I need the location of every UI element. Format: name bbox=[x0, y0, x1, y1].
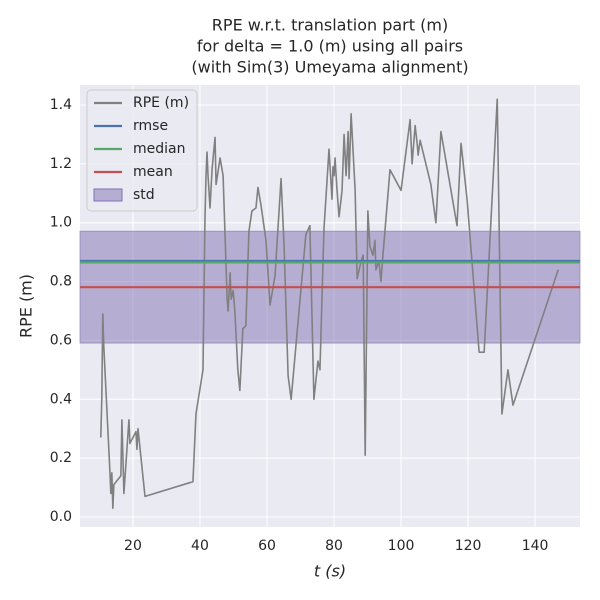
title-line: (with Sim(3) Umeyama alignment) bbox=[191, 58, 468, 77]
y-tick-label: 0.0 bbox=[50, 509, 72, 525]
rpe-line bbox=[99, 98, 559, 509]
x-tick-label: 40 bbox=[191, 538, 209, 554]
title-line: RPE w.r.t. translation part (m) bbox=[212, 16, 448, 35]
x-tick-label: 120 bbox=[455, 538, 482, 554]
y-tick-label: 0.8 bbox=[50, 274, 72, 290]
legend-box bbox=[86, 89, 198, 212]
x-tick-label: 80 bbox=[325, 538, 343, 554]
legend-label: RPE (m) bbox=[133, 95, 189, 111]
title-line: for delta = 1.0 (m) using all pairs bbox=[197, 37, 463, 56]
x-tick-label: 100 bbox=[388, 538, 415, 554]
y-tick-label: 1.0 bbox=[50, 215, 72, 231]
legend-label: median bbox=[133, 141, 185, 157]
y-tick-label: 0.2 bbox=[50, 450, 72, 466]
y-tick-label: 0.4 bbox=[50, 391, 72, 407]
legend-label: rmse bbox=[133, 118, 168, 134]
x-axis-label: t (s) bbox=[314, 562, 346, 581]
y-tick-label: 1.2 bbox=[50, 156, 72, 172]
legend-label: mean bbox=[133, 164, 173, 180]
legend-swatch bbox=[93, 188, 123, 202]
legend-label: std bbox=[133, 187, 155, 203]
marks bbox=[79, 98, 581, 509]
y-tick-label: 0.6 bbox=[50, 332, 72, 348]
x-tick-label: 20 bbox=[124, 538, 142, 554]
y-tick-label: 1.4 bbox=[50, 97, 72, 113]
x-tick-label: 60 bbox=[258, 538, 276, 554]
legend: RPE (m) rmse median mean std bbox=[86, 89, 198, 212]
x-tick-label: 140 bbox=[522, 538, 549, 554]
y-axis-label: RPE (m) bbox=[17, 274, 36, 338]
